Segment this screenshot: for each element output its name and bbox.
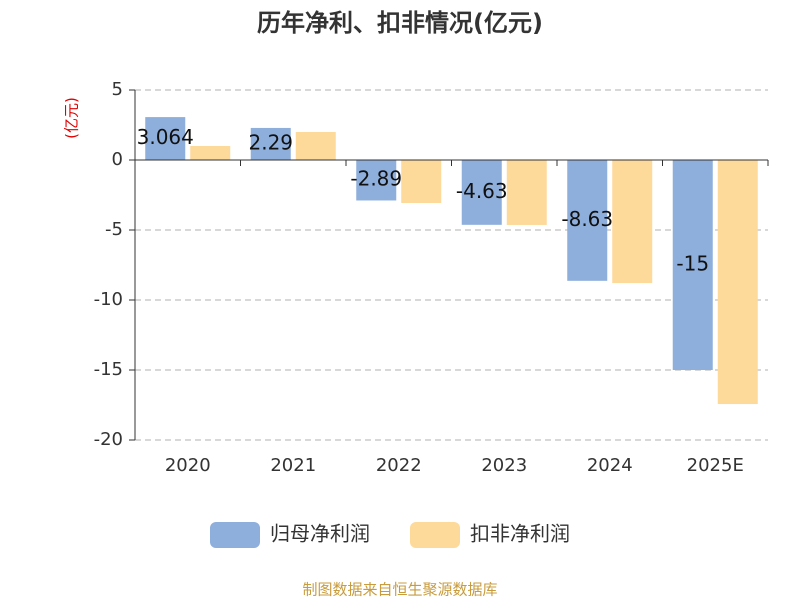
bar xyxy=(567,160,608,281)
source-note: 制图数据来自恒生聚源数据库 xyxy=(302,581,497,599)
x-tick-label: 2022 xyxy=(376,455,422,476)
bar xyxy=(190,146,231,160)
bar xyxy=(506,160,547,225)
x-tick-label: 2021 xyxy=(270,455,316,476)
bar xyxy=(356,160,397,201)
x-tick-label: 2025E xyxy=(687,455,744,476)
y-tick-label: 0 xyxy=(112,149,123,170)
x-tick-label: 2023 xyxy=(481,455,527,476)
bar xyxy=(717,160,758,405)
chart-title: 历年净利、扣非情况(亿元) xyxy=(257,9,543,37)
legend-swatch xyxy=(210,522,260,548)
legend-swatch xyxy=(410,522,460,548)
data-label: -4.63 xyxy=(456,179,508,203)
data-label: -2.89 xyxy=(350,167,402,191)
y-tick-label: -20 xyxy=(94,429,123,450)
y-tick-label: -15 xyxy=(94,359,123,380)
y-tick-label: 5 xyxy=(112,79,123,100)
data-label: 3.064 xyxy=(137,125,194,149)
legend-label: 扣非净利润 xyxy=(470,522,570,546)
data-label: -8.63 xyxy=(561,207,613,231)
bar xyxy=(250,127,291,160)
bar xyxy=(461,160,502,225)
bar xyxy=(612,160,653,284)
bar xyxy=(295,132,336,160)
data-label: -15 xyxy=(676,252,709,276)
x-tick-label: 2020 xyxy=(165,455,211,476)
legend-label: 归母净利润 xyxy=(270,522,370,546)
x-tick-label: 2024 xyxy=(587,455,633,476)
data-label: 2.29 xyxy=(248,130,293,154)
bar xyxy=(672,160,713,370)
y-axis-title: (亿元) xyxy=(63,97,81,139)
y-tick-label: -10 xyxy=(94,289,123,310)
y-tick-label: -5 xyxy=(105,219,123,240)
bar xyxy=(145,117,186,160)
bar xyxy=(401,160,442,203)
